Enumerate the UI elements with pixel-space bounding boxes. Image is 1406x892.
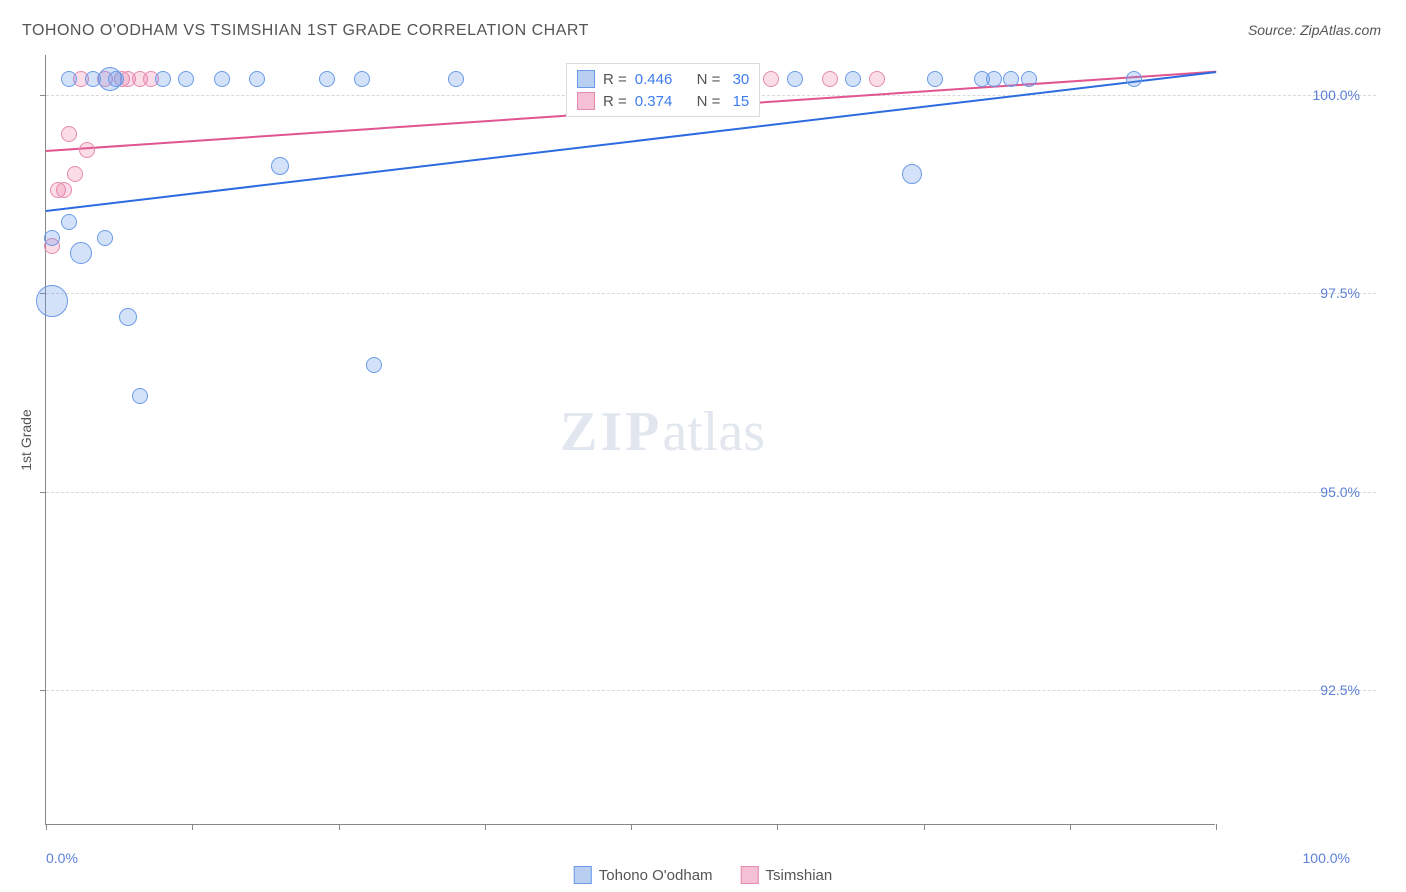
scatter-point-series1 (61, 214, 77, 230)
x-tick (777, 824, 778, 830)
scatter-point-series1 (448, 71, 464, 87)
x-tick (485, 824, 486, 830)
stats-n-value: 15 (728, 93, 749, 110)
x-tick (192, 824, 193, 830)
legend: Tohono O'odham Tsimshian (574, 866, 832, 884)
stats-swatch-icon (577, 70, 595, 88)
scatter-point-series1 (178, 71, 194, 87)
legend-swatch-icon (574, 866, 592, 884)
scatter-point-series1 (108, 71, 124, 87)
plot-area: 92.5%95.0%97.5%100.0%0.0%100.0%R = 0.446… (45, 55, 1215, 825)
x-tick (339, 824, 340, 830)
y-tick-label: 100.0% (1300, 87, 1360, 103)
x-tick (1070, 824, 1071, 830)
scatter-point-series1 (271, 157, 289, 175)
gridline (46, 293, 1376, 294)
legend-label: Tohono O'odham (599, 867, 713, 884)
scatter-point-series1 (902, 164, 922, 184)
x-tick (924, 824, 925, 830)
stats-n-label: N = (697, 71, 721, 88)
scatter-point-series1 (70, 242, 92, 264)
legend-item: Tohono O'odham (574, 866, 713, 884)
stats-r-value: 0.446 (635, 71, 673, 88)
legend-swatch-icon (741, 866, 759, 884)
source-attribution: Source: ZipAtlas.com (1248, 22, 1381, 38)
scatter-point-series1 (1003, 71, 1019, 87)
scatter-point-series2 (822, 71, 838, 87)
stats-row: R = 0.374 N = 15 (577, 90, 749, 112)
scatter-point-series1 (119, 308, 137, 326)
stats-n-value: 30 (728, 71, 749, 88)
scatter-point-series1 (354, 71, 370, 87)
legend-label: Tsimshian (766, 867, 833, 884)
y-tick-label: 95.0% (1300, 484, 1360, 500)
scatter-point-series1 (319, 71, 335, 87)
legend-item: Tsimshian (741, 866, 833, 884)
stats-swatch-icon (577, 92, 595, 110)
scatter-point-series2 (79, 142, 95, 158)
scatter-point-series1 (1021, 71, 1037, 87)
scatter-point-series2 (56, 182, 72, 198)
stats-r-label: R = (603, 93, 627, 110)
gridline (46, 492, 1376, 493)
stats-n-label: N = (697, 93, 721, 110)
scatter-point-series1 (44, 230, 60, 246)
scatter-point-series1 (986, 71, 1002, 87)
y-tick-label: 92.5% (1300, 682, 1360, 698)
y-tick (40, 95, 46, 96)
scatter-point-series2 (869, 71, 885, 87)
x-tick-label: 0.0% (46, 850, 78, 866)
y-tick (40, 690, 46, 691)
x-tick (46, 824, 47, 830)
x-tick (631, 824, 632, 830)
scatter-point-series1 (214, 71, 230, 87)
stats-box: R = 0.446 N = 30R = 0.374 N = 15 (566, 63, 760, 117)
y-tick (40, 492, 46, 493)
stats-r-label: R = (603, 71, 627, 88)
y-tick-label: 97.5% (1300, 285, 1360, 301)
scatter-point-series1 (61, 71, 77, 87)
gridline (46, 690, 1376, 691)
scatter-point-series2 (61, 126, 77, 142)
scatter-point-series1 (97, 230, 113, 246)
scatter-point-series2 (763, 71, 779, 87)
x-tick-label: 100.0% (1303, 850, 1350, 866)
y-axis-label: 1st Grade (18, 409, 34, 470)
chart-title: TOHONO O'ODHAM VS TSIMSHIAN 1ST GRADE CO… (22, 22, 589, 40)
x-tick (1216, 824, 1217, 830)
scatter-point-series1 (155, 71, 171, 87)
scatter-point-series1 (249, 71, 265, 87)
scatter-point-series1 (845, 71, 861, 87)
scatter-point-series1 (927, 71, 943, 87)
scatter-point-series1 (132, 388, 148, 404)
scatter-point-series2 (67, 166, 83, 182)
scatter-point-series1 (787, 71, 803, 87)
scatter-point-series1 (1126, 71, 1142, 87)
scatter-point-series1 (366, 357, 382, 373)
stats-row: R = 0.446 N = 30 (577, 68, 749, 90)
scatter-point-series1 (36, 285, 68, 317)
stats-r-value: 0.374 (635, 93, 673, 110)
